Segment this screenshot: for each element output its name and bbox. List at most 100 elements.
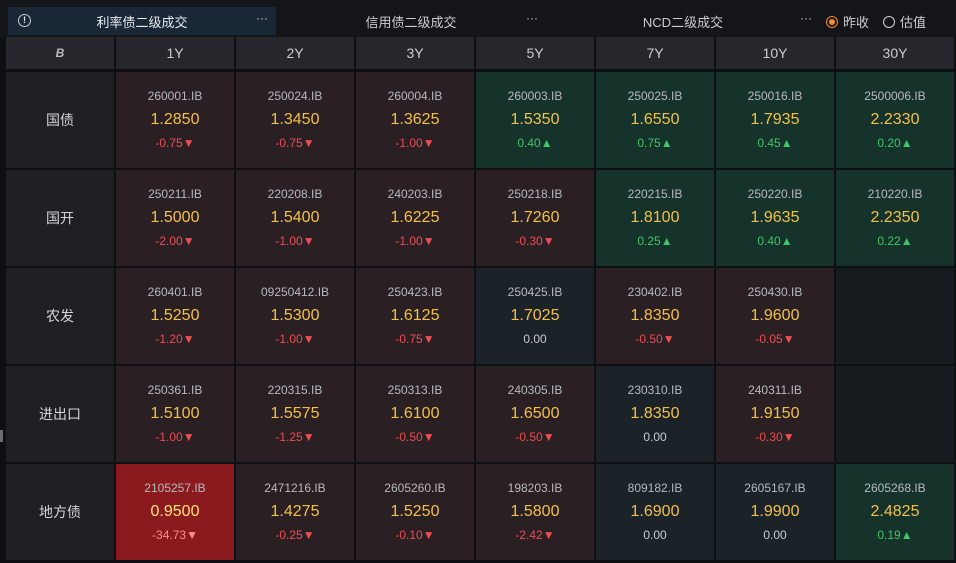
- quote-cell[interactable]: 260401.IB 1.5250 -1.20▼: [116, 268, 234, 364]
- radio-unchecked-icon: [883, 15, 896, 28]
- bond-code: 230402.IB: [627, 285, 683, 299]
- change-bp: -0.50▼: [635, 332, 675, 346]
- quote-cell[interactable]: 198203.IB 1.5800 -2.42▼: [476, 464, 594, 560]
- change-bp: 0.20▲: [877, 136, 913, 150]
- change-bp: 0.00: [643, 528, 667, 542]
- quote-cell[interactable]: 230402.IB 1.8350 -0.50▼: [596, 268, 714, 364]
- radio-prev-close[interactable]: 昨收: [826, 12, 869, 31]
- column-header-10y[interactable]: 10Y: [716, 37, 834, 69]
- quote-cell[interactable]: 250025.IB 1.6550 0.75▲: [596, 72, 714, 168]
- bond-code: 260003.IB: [507, 89, 563, 103]
- change-bp: -0.25▼: [275, 528, 315, 542]
- scroll-handle[interactable]: [0, 430, 3, 442]
- tab-ncd[interactable]: NCD二级成交 ···: [546, 7, 820, 35]
- tab-rate-bonds[interactable]: ! 利率债二级成交 ···: [8, 7, 276, 35]
- bond-code: 260001.IB: [147, 89, 203, 103]
- change-bp: -2.42▼: [515, 528, 555, 542]
- change-bp: -2.00▼: [155, 234, 195, 248]
- yield-value: 1.9900: [750, 503, 800, 520]
- quote-cell[interactable]: 250361.IB 1.5100 -1.00▼: [116, 366, 234, 462]
- yield-value: 1.9635: [750, 209, 800, 226]
- yield-value: 2.4825: [870, 503, 920, 520]
- corner-cell: B: [6, 37, 114, 69]
- quote-cell[interactable]: 240203.IB 1.6225 -1.00▼: [356, 170, 474, 266]
- yield-value: 1.5250: [150, 307, 200, 324]
- quote-cell[interactable]: 210220.IB 2.2350 0.22▲: [836, 170, 954, 266]
- yield-value: 2.2350: [870, 209, 920, 226]
- more-icon[interactable]: ···: [800, 11, 812, 25]
- quote-cell[interactable]: 250220.IB 1.9635 0.40▲: [716, 170, 834, 266]
- column-header-2y[interactable]: 2Y: [236, 37, 354, 69]
- yield-value: 1.9600: [750, 307, 800, 324]
- yield-value: 1.9150: [750, 405, 800, 422]
- yield-value: 1.5350: [510, 111, 560, 128]
- quote-cell[interactable]: 240305.IB 1.6500 -0.50▼: [476, 366, 594, 462]
- change-bp: 0.19▲: [877, 528, 913, 542]
- yield-value: 1.5800: [510, 503, 560, 520]
- change-bp: 0.22▲: [877, 234, 913, 248]
- quote-cell[interactable]: 250423.IB 1.6125 -0.75▼: [356, 268, 474, 364]
- yield-value: 1.7260: [510, 209, 560, 226]
- quote-cell[interactable]: 09250412.IB 1.5300 -1.00▼: [236, 268, 354, 364]
- bond-code: 09250412.IB: [260, 285, 330, 299]
- quote-cell[interactable]: 2605167.IB 1.9900 0.00: [716, 464, 834, 560]
- quote-cell[interactable]: 250211.IB 1.5000 -2.00▼: [116, 170, 234, 266]
- bond-code: 230310.IB: [627, 383, 683, 397]
- info-icon[interactable]: !: [18, 14, 31, 27]
- column-header-5y[interactable]: 5Y: [476, 37, 594, 69]
- quote-cell[interactable]: 260004.IB 1.3625 -1.00▼: [356, 72, 474, 168]
- yield-value: 1.5575: [270, 405, 320, 422]
- quote-cell[interactable]: 250313.IB 1.6100 -0.50▼: [356, 366, 474, 462]
- change-bp: -0.50▼: [395, 430, 435, 444]
- bond-code: 240203.IB: [387, 187, 443, 201]
- quote-cell[interactable]: 220315.IB 1.5575 -1.25▼: [236, 366, 354, 462]
- change-bp: 0.40▲: [517, 136, 553, 150]
- change-bp: -0.50▼: [515, 430, 555, 444]
- radio-valuation[interactable]: 估值: [883, 12, 926, 31]
- change-bp: -0.30▼: [755, 430, 795, 444]
- quote-cell[interactable]: 250425.IB 1.7025 0.00: [476, 268, 594, 364]
- yield-value: 1.3450: [270, 111, 320, 128]
- quote-cell[interactable]: 220208.IB 1.5400 -1.00▼: [236, 170, 354, 266]
- yield-value: 1.4275: [270, 503, 320, 520]
- quote-cell[interactable]: 2605268.IB 2.4825 0.19▲: [836, 464, 954, 560]
- tab-credit-bonds[interactable]: 信用债二级成交 ···: [276, 7, 546, 35]
- quote-cell[interactable]: 2471216.IB 1.4275 -0.25▼: [236, 464, 354, 560]
- quote-cell[interactable]: 250218.IB 1.7260 -0.30▼: [476, 170, 594, 266]
- change-bp: -0.10▼: [395, 528, 435, 542]
- bond-code: 809182.IB: [627, 481, 683, 495]
- more-icon[interactable]: ···: [256, 11, 268, 25]
- yield-value: 1.5250: [390, 503, 440, 520]
- yield-value: 2.2330: [870, 111, 920, 128]
- quote-cell[interactable]: 250024.IB 1.3450 -0.75▼: [236, 72, 354, 168]
- column-header-30y[interactable]: 30Y: [836, 37, 954, 69]
- column-header-7y[interactable]: 7Y: [596, 37, 714, 69]
- bond-code: 260401.IB: [147, 285, 203, 299]
- quote-cell[interactable]: 240311.IB 1.9150 -0.30▼: [716, 366, 834, 462]
- change-bp: -0.75▼: [155, 136, 195, 150]
- quote-cell[interactable]: 220215.IB 1.8100 0.25▲: [596, 170, 714, 266]
- quote-cell[interactable]: 250016.IB 1.7935 0.45▲: [716, 72, 834, 168]
- column-header-3y[interactable]: 3Y: [356, 37, 474, 69]
- quote-cell[interactable]: 2500006.IB 2.2330 0.20▲: [836, 72, 954, 168]
- column-header-1y[interactable]: 1Y: [116, 37, 234, 69]
- quote-cell[interactable]: 250430.IB 1.9600 -0.05▼: [716, 268, 834, 364]
- change-bp: 0.00: [643, 430, 667, 444]
- yield-value: 1.5000: [150, 209, 200, 226]
- quote-cell[interactable]: 260003.IB 1.5350 0.40▲: [476, 72, 594, 168]
- row-header: 进出口: [6, 366, 114, 462]
- quote-cell[interactable]: 2605260.IB 1.5250 -0.10▼: [356, 464, 474, 560]
- quote-cell[interactable]: 230310.IB 1.8350 0.00: [596, 366, 714, 462]
- yield-value: 1.7025: [510, 307, 560, 324]
- yield-value: 1.8100: [630, 209, 680, 226]
- empty-cell: [836, 366, 954, 462]
- quote-cell[interactable]: 2105257.IB 0.9500 -34.73▼: [116, 464, 234, 560]
- more-icon[interactable]: ···: [526, 11, 538, 25]
- row-header: 国债: [6, 72, 114, 168]
- tab-label: 利率债二级成交: [96, 14, 188, 30]
- row-header: 国开: [6, 170, 114, 266]
- change-bp: -0.75▼: [275, 136, 315, 150]
- quote-cell[interactable]: 809182.IB 1.6900 0.00: [596, 464, 714, 560]
- bond-code: 250425.IB: [507, 285, 563, 299]
- quote-cell[interactable]: 260001.IB 1.2850 -0.75▼: [116, 72, 234, 168]
